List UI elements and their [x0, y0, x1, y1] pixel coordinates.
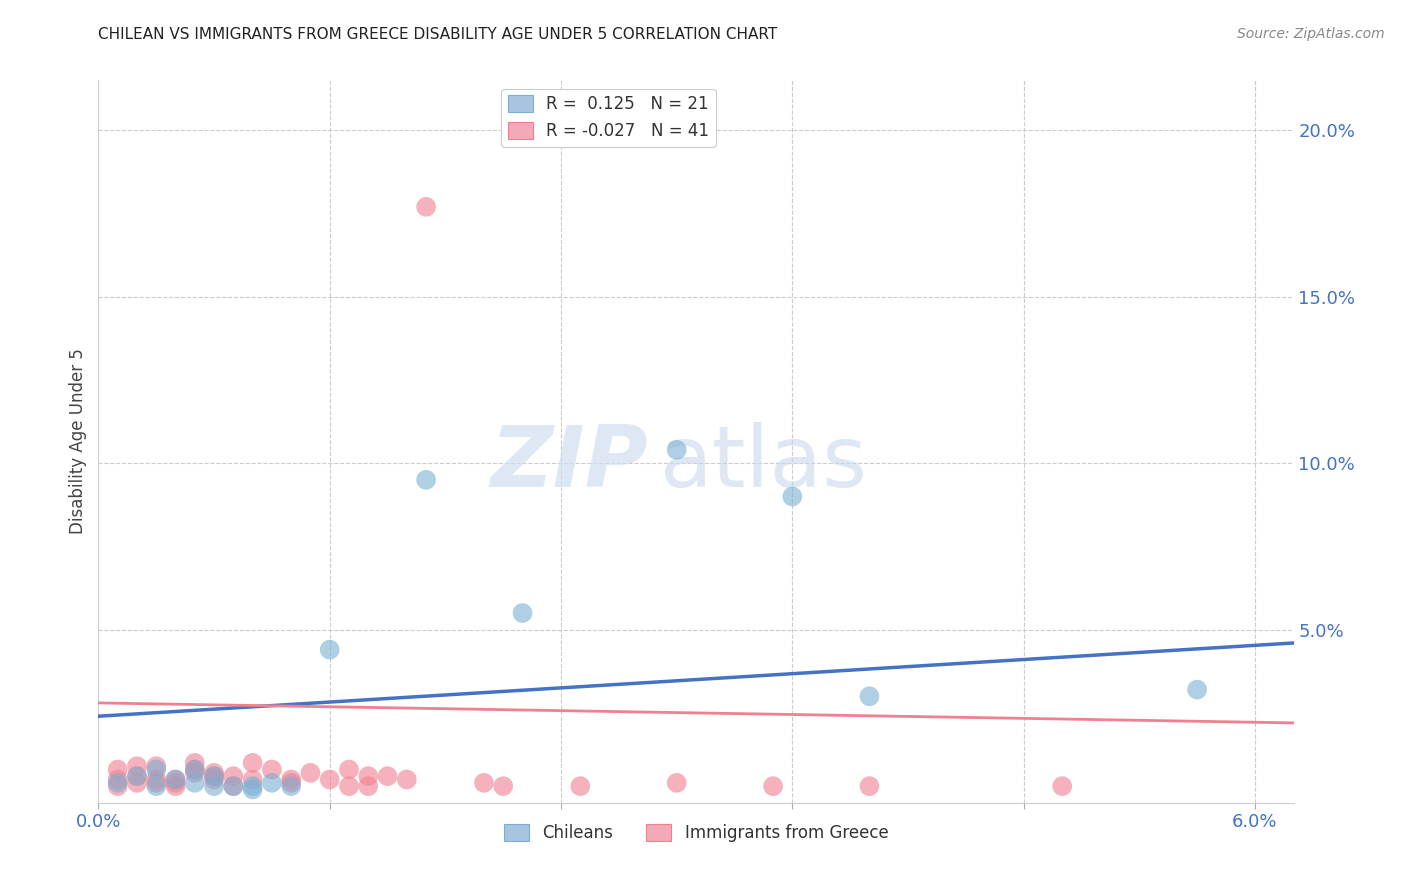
Point: [125, 759, 148, 773]
Point: [222, 769, 245, 783]
Point: [222, 779, 245, 793]
Point: [1050, 779, 1073, 793]
Point: [202, 769, 225, 783]
Point: [472, 776, 495, 790]
Point: [184, 756, 207, 770]
Point: [260, 776, 283, 790]
Point: [165, 776, 187, 790]
Y-axis label: Disability Age Under 5: Disability Age Under 5: [69, 349, 87, 534]
Point: [492, 779, 515, 793]
Point: [125, 769, 148, 783]
Point: [145, 772, 167, 787]
Point: [202, 769, 225, 783]
Point: [107, 763, 129, 777]
Point: [299, 765, 322, 780]
Point: [665, 776, 688, 790]
Point: [242, 779, 264, 793]
Point: [319, 772, 342, 787]
Point: [242, 782, 264, 797]
Point: [280, 779, 302, 793]
Point: [415, 473, 437, 487]
Point: [665, 442, 688, 457]
Point: [184, 765, 207, 780]
Point: [222, 779, 245, 793]
Point: [165, 772, 187, 787]
Point: [242, 772, 264, 787]
Point: [377, 769, 399, 783]
Point: [165, 772, 187, 787]
Point: [782, 490, 804, 504]
Point: [569, 779, 592, 793]
Point: [242, 756, 264, 770]
Point: [145, 763, 167, 777]
Point: [512, 606, 534, 620]
Point: [107, 779, 129, 793]
Text: ZIP: ZIP: [491, 422, 648, 505]
Text: atlas: atlas: [661, 422, 868, 505]
Point: [202, 765, 225, 780]
Point: [184, 763, 207, 777]
Point: [145, 759, 167, 773]
Point: [202, 772, 225, 787]
Point: [762, 779, 785, 793]
Point: [125, 769, 148, 783]
Point: [165, 779, 187, 793]
Point: [858, 690, 880, 704]
Point: [858, 779, 880, 793]
Point: [260, 763, 283, 777]
Point: [184, 763, 207, 777]
Point: [145, 779, 167, 793]
Point: [395, 772, 418, 787]
Point: [1185, 682, 1208, 697]
Point: [107, 776, 129, 790]
Point: [280, 776, 302, 790]
Text: CHILEAN VS IMMIGRANTS FROM GREECE DISABILITY AGE UNDER 5 CORRELATION CHART: CHILEAN VS IMMIGRANTS FROM GREECE DISABI…: [98, 27, 778, 42]
Point: [337, 779, 360, 793]
Point: [357, 769, 380, 783]
Text: Source: ZipAtlas.com: Source: ZipAtlas.com: [1237, 27, 1385, 41]
Point: [184, 776, 207, 790]
Point: [337, 763, 360, 777]
Point: [202, 779, 225, 793]
Point: [319, 642, 342, 657]
Point: [415, 200, 437, 214]
Point: [107, 772, 129, 787]
Legend: Chileans, Immigrants from Greece: Chileans, Immigrants from Greece: [496, 817, 896, 848]
Point: [125, 776, 148, 790]
Point: [357, 779, 380, 793]
Point: [280, 772, 302, 787]
Point: [145, 776, 167, 790]
